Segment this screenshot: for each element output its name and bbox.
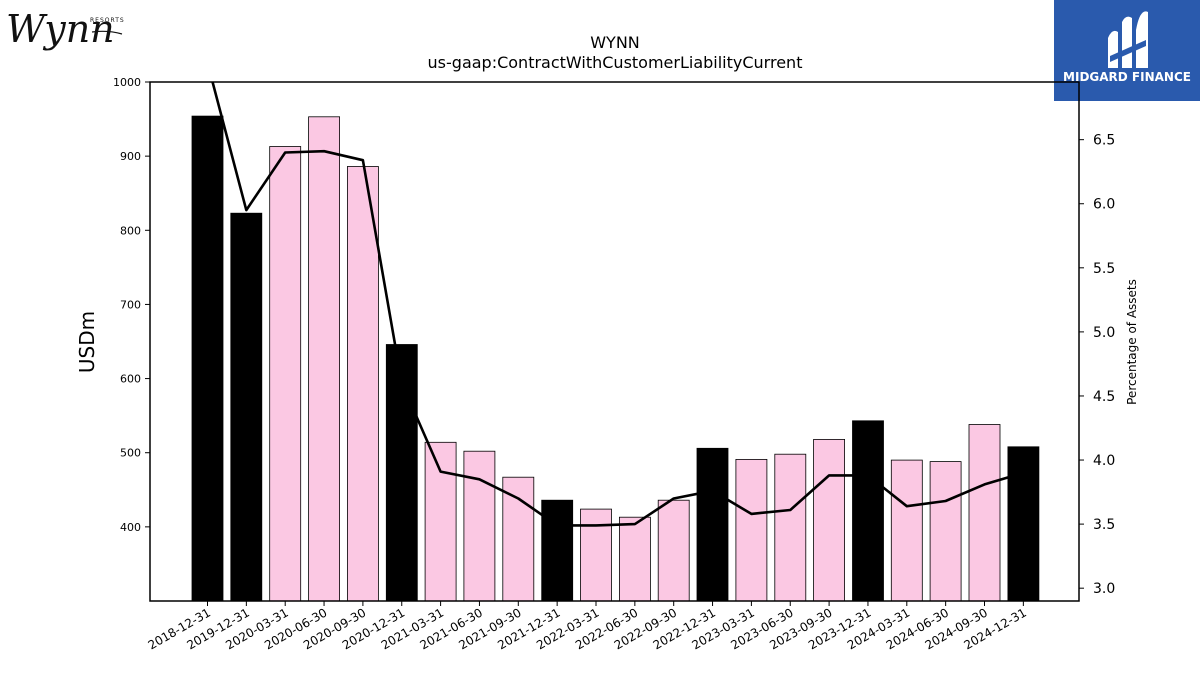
y-tick-label: 500 — [120, 447, 141, 460]
y-tick-label: 700 — [120, 298, 141, 311]
wynn-logo-text: Wynn — [6, 7, 115, 51]
y-tick-label: 900 — [120, 150, 141, 163]
bar-2020-06-30 — [308, 116, 341, 602]
midgard-logo-mark — [1108, 11, 1148, 69]
wynn-logo-subtext: RESORTS — [90, 17, 125, 24]
bar-2018-12-31 — [191, 115, 224, 602]
midgard-finance-logo: MIDGARD FINANCE — [1054, 0, 1200, 101]
bar-2021-03-31 — [424, 441, 457, 602]
chart-subtitle: us-gaap:ContractWithCustomerLiabilityCur… — [428, 53, 803, 72]
y-tick-label: 1000 — [113, 76, 141, 89]
bar-2019-12-31 — [230, 212, 263, 602]
percentage-line — [211, 82, 1024, 527]
bar-2024-09-30 — [968, 424, 1001, 602]
bar-2020-09-30 — [346, 166, 379, 602]
y2-tick-label: 6.0 — [1093, 197, 1115, 213]
bar-2021-12-31 — [541, 499, 574, 602]
y2-tick-label: 5.5 — [1093, 261, 1115, 277]
bar-2024-06-30 — [929, 461, 962, 602]
bar-2023-03-31 — [735, 458, 768, 602]
bar-2021-06-30 — [463, 450, 496, 602]
bar-2022-09-30 — [657, 499, 690, 602]
y2-tick-label: 3.0 — [1093, 581, 1115, 597]
ticks-layer: 400 500 600 700 800 900 1000 3.0 3.5 4.0 4.5 5.0 5.5… — [113, 76, 1115, 652]
plot-frame — [149, 81, 1080, 602]
midgard-logo-text: MIDGARD FINANCE — [1063, 70, 1191, 84]
chart-title: WYNN — [590, 33, 640, 52]
y2-tick-label: 5.0 — [1093, 325, 1115, 341]
bar-2022-06-30 — [619, 516, 651, 602]
wynn-logo: Wynn RESORTS — [6, 7, 125, 51]
bar-2020-12-31 — [385, 344, 418, 602]
y-tick-label: 400 — [120, 521, 141, 534]
bar-2024-12-31 — [1007, 446, 1040, 602]
bar-2021-09-30 — [502, 476, 535, 602]
y2-tick-label: 4.0 — [1093, 453, 1115, 469]
bar-2023-09-30 — [813, 438, 845, 602]
bar-2023-06-30 — [774, 453, 807, 602]
bars-layer — [191, 115, 1040, 602]
bar-2022-03-31 — [580, 508, 612, 602]
bar-2023-12-31 — [852, 420, 884, 602]
wynn-logo-swash — [91, 30, 123, 35]
y2-axis-label: Percentage of Assets — [1125, 279, 1139, 405]
y-axis-label: USDm — [75, 311, 99, 373]
y2-tick-label: 4.5 — [1093, 389, 1115, 405]
line-layer — [211, 82, 1024, 527]
bar-2024-03-31 — [890, 459, 923, 602]
y-tick-label: 600 — [120, 373, 141, 386]
y-tick-label: 800 — [120, 224, 141, 237]
y2-tick-label: 6.5 — [1093, 133, 1115, 149]
bar-2022-12-31 — [696, 447, 729, 602]
y2-tick-label: 3.5 — [1093, 517, 1115, 533]
bar-2020-03-31 — [269, 146, 302, 602]
